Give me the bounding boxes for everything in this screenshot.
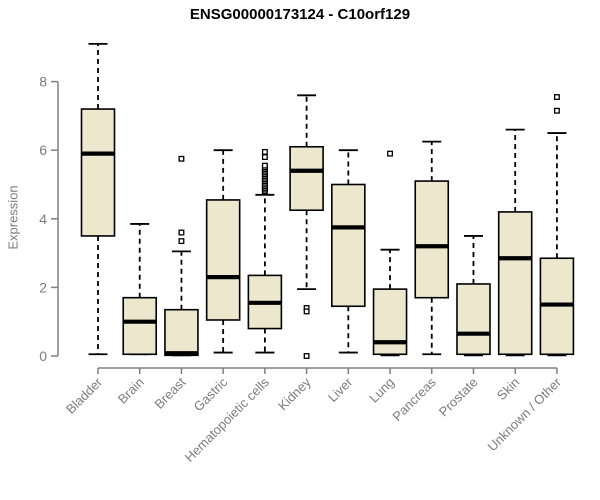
box-group-skin — [497, 128, 533, 357]
outlier-point — [553, 107, 560, 114]
x-tick-label-lung: Lung — [366, 375, 397, 406]
x-tick-label-breast: Breast — [151, 374, 188, 411]
box-gastric — [205, 199, 241, 321]
box-lung — [372, 288, 408, 356]
box-breast — [164, 308, 199, 357]
box-group-prostate — [456, 235, 491, 357]
box-group-pancreas — [414, 140, 450, 356]
y-tick-label: 0 — [39, 348, 47, 364]
box-liver — [331, 183, 366, 308]
outlier-point — [303, 353, 310, 359]
y-tick-label: 6 — [39, 142, 47, 158]
box-group-brain — [122, 223, 158, 356]
box-prostate — [456, 283, 491, 356]
outlier-point — [178, 238, 185, 245]
box-brain — [122, 296, 158, 356]
x-tick-label-brain: Brain — [115, 375, 147, 407]
box-group-lung — [372, 150, 408, 357]
box-group-breast — [164, 155, 199, 357]
box-kidney — [289, 145, 324, 212]
box-group-kidney — [289, 94, 324, 359]
box-group-bladder — [80, 42, 116, 356]
outlier-point — [261, 154, 268, 161]
x-tick-label-kidney: Kidney — [275, 374, 314, 413]
box-group-gastric — [205, 149, 241, 354]
x-tick-label-pancreas: Pancreas — [389, 374, 439, 424]
box-group-hematopoietic-cells — [247, 148, 283, 354]
outlier-point — [303, 308, 310, 315]
y-tick-label: 8 — [39, 74, 47, 90]
y-tick-label: 4 — [39, 211, 47, 227]
x-tick-label-gastric: Gastric — [191, 374, 231, 414]
box-pancreas — [414, 180, 450, 299]
box-group-liver — [331, 149, 366, 354]
outlier-point — [261, 148, 268, 155]
outlier-point — [553, 94, 560, 100]
chart-title: ENSG00000173124 - C10orf129 — [189, 6, 411, 23]
outlier-point — [178, 155, 185, 162]
x-tick-label-unknown-other: Unknown / Other — [484, 374, 564, 454]
box-skin — [497, 211, 533, 356]
y-tick-label: 2 — [39, 279, 47, 295]
x-tick-label-liver: Liver — [325, 374, 356, 405]
box-bladder — [80, 108, 116, 237]
box-group-unknown-other — [539, 94, 575, 357]
outlier-point — [261, 162, 268, 169]
x-tick-label-bladder: Bladder — [63, 374, 106, 417]
x-tick-label-prostate: Prostate — [436, 375, 481, 420]
x-tick-label-skin: Skin — [494, 375, 522, 403]
outlier-point — [387, 150, 393, 157]
outlier-point — [178, 229, 185, 236]
